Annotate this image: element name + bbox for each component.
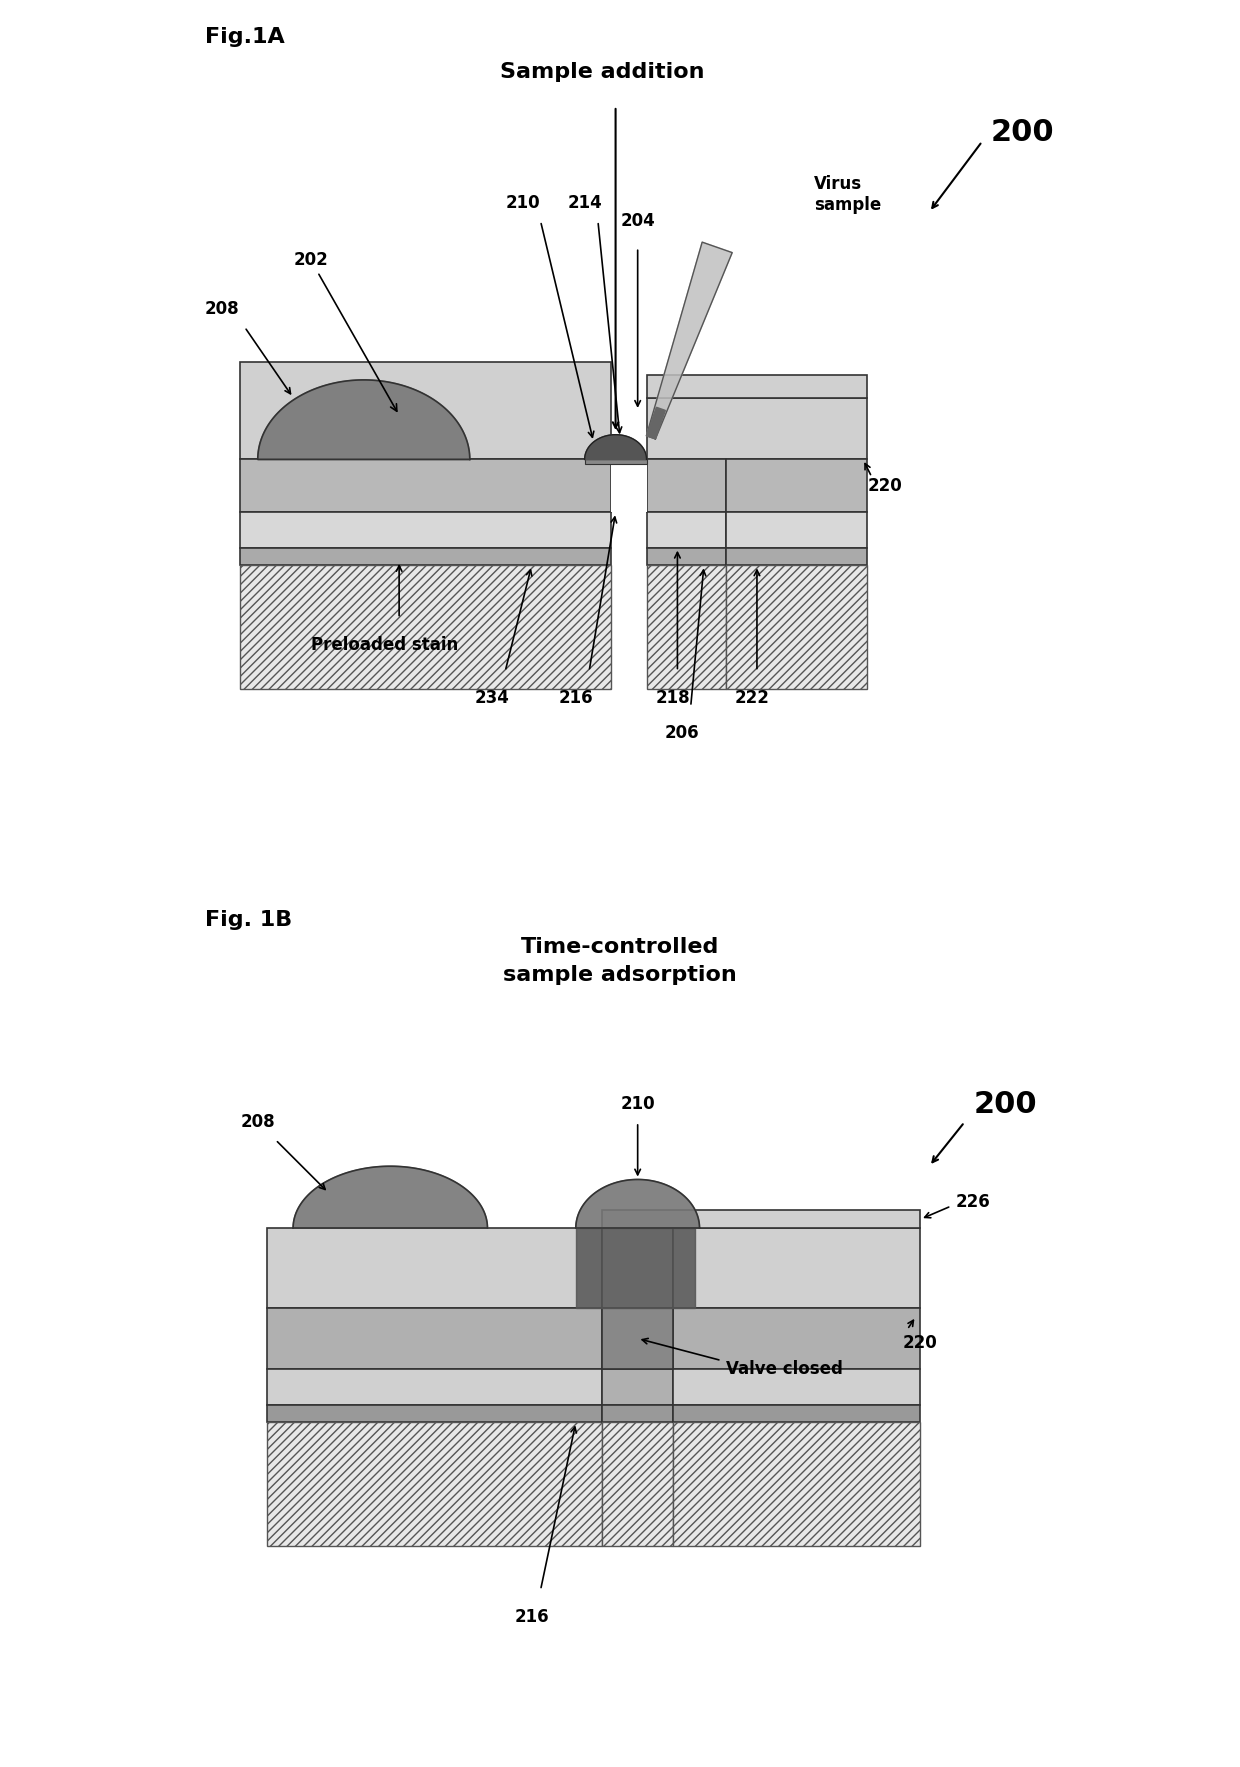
Text: Sample addition: Sample addition bbox=[500, 62, 704, 81]
Bar bbox=[611, 459, 646, 512]
Text: 200: 200 bbox=[991, 118, 1055, 147]
Bar bbox=[241, 565, 611, 689]
Bar bbox=[585, 459, 646, 463]
Text: 210: 210 bbox=[506, 194, 541, 212]
Bar bbox=[267, 1422, 603, 1546]
Text: 204: 204 bbox=[620, 212, 655, 230]
Text: 216: 216 bbox=[515, 1608, 549, 1626]
Bar bbox=[727, 459, 868, 512]
Bar bbox=[267, 1308, 603, 1369]
Bar bbox=[241, 548, 611, 565]
Bar bbox=[241, 362, 611, 459]
Bar bbox=[727, 548, 868, 565]
Text: 208: 208 bbox=[241, 1113, 275, 1131]
Text: Virus
sample: Virus sample bbox=[815, 175, 882, 214]
Polygon shape bbox=[575, 1180, 699, 1228]
Text: 218: 218 bbox=[656, 689, 691, 707]
Polygon shape bbox=[646, 242, 732, 438]
Bar bbox=[267, 1405, 603, 1422]
Bar bbox=[603, 1405, 673, 1422]
Text: Preloaded stain: Preloaded stain bbox=[311, 636, 458, 654]
Text: 202: 202 bbox=[294, 251, 397, 412]
Text: Fig. 1B: Fig. 1B bbox=[205, 910, 291, 929]
Bar bbox=[267, 1369, 603, 1405]
Text: Valve closed: Valve closed bbox=[727, 1361, 843, 1378]
Bar bbox=[241, 459, 611, 512]
Bar bbox=[603, 1308, 673, 1369]
Bar bbox=[267, 1228, 603, 1308]
Text: Fig.1A: Fig.1A bbox=[205, 27, 284, 46]
Bar bbox=[603, 1228, 673, 1308]
Text: 220: 220 bbox=[868, 477, 903, 495]
Text: 200: 200 bbox=[973, 1090, 1037, 1119]
Bar bbox=[646, 565, 727, 689]
Bar bbox=[673, 1405, 920, 1422]
Text: 214: 214 bbox=[567, 194, 603, 212]
Bar bbox=[727, 565, 868, 689]
Bar bbox=[241, 512, 611, 548]
Bar bbox=[673, 1422, 920, 1546]
Bar bbox=[646, 398, 868, 459]
Text: 208: 208 bbox=[205, 300, 239, 318]
Text: 210: 210 bbox=[620, 1096, 655, 1113]
Text: Time-controlled
sample adsorption: Time-controlled sample adsorption bbox=[503, 937, 737, 984]
Text: 206: 206 bbox=[665, 724, 699, 742]
Text: 220: 220 bbox=[903, 1334, 937, 1352]
Bar bbox=[646, 459, 727, 512]
Bar bbox=[646, 375, 868, 398]
Bar bbox=[603, 1369, 673, 1405]
Text: 226: 226 bbox=[956, 1193, 991, 1210]
Bar bbox=[603, 1210, 920, 1228]
Text: 234: 234 bbox=[475, 689, 510, 707]
Polygon shape bbox=[575, 1228, 696, 1308]
Polygon shape bbox=[293, 1166, 487, 1228]
Text: 222: 222 bbox=[735, 689, 770, 707]
Bar bbox=[603, 1422, 673, 1546]
Bar bbox=[646, 512, 727, 548]
Polygon shape bbox=[585, 435, 646, 459]
Bar bbox=[673, 1228, 920, 1308]
Bar bbox=[646, 548, 727, 565]
Text: 216: 216 bbox=[558, 689, 593, 707]
Bar bbox=[673, 1369, 920, 1405]
Polygon shape bbox=[258, 380, 470, 459]
Bar bbox=[673, 1308, 920, 1369]
Polygon shape bbox=[646, 406, 666, 438]
Bar bbox=[727, 512, 868, 548]
